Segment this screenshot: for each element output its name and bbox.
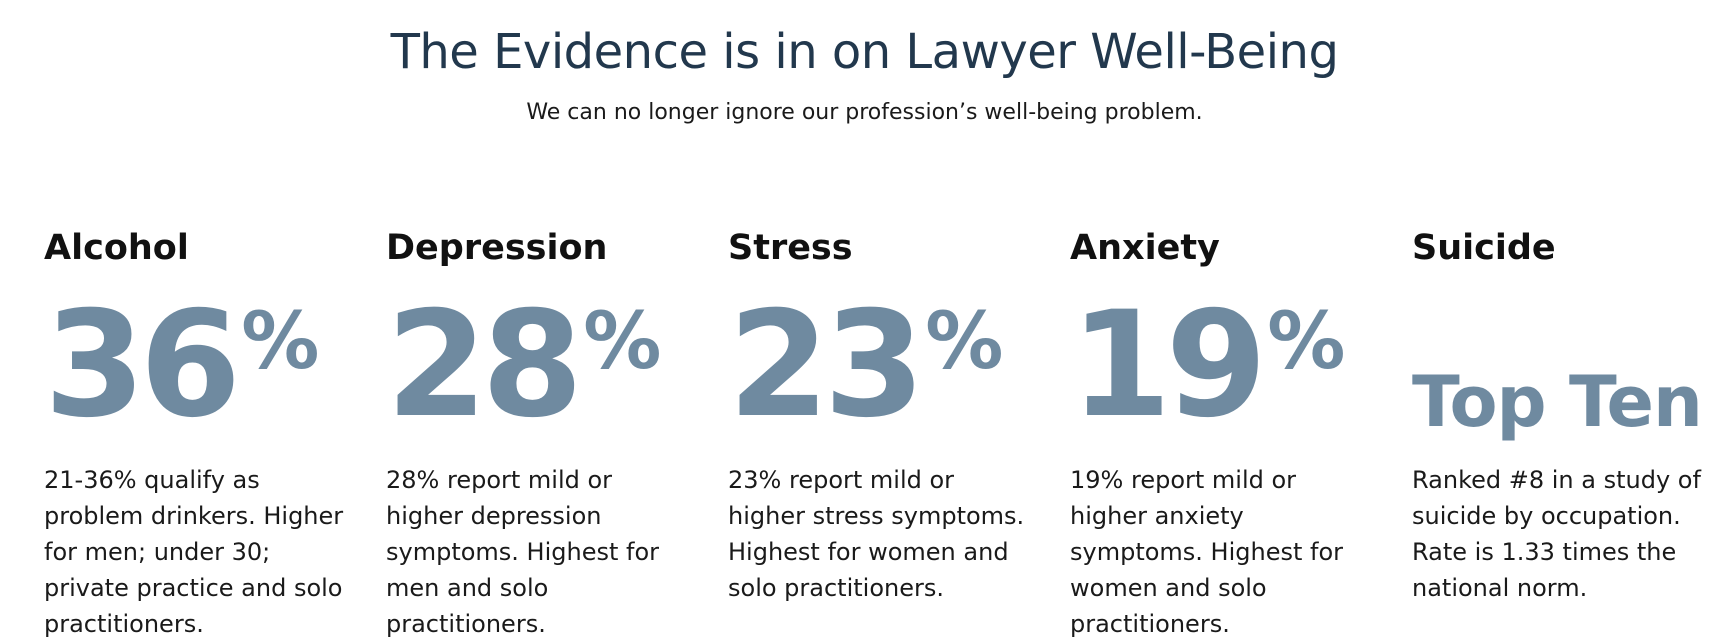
stats-row: Alcohol 36% 21-36% qualify as problem dr… (44, 0, 1729, 638)
stat-label: Suicide (1412, 228, 1556, 268)
stat-number: 28 (386, 280, 583, 450)
stat-column-alcohol: Alcohol 36% 21-36% qualify as problem dr… (44, 0, 364, 638)
stat-column-suicide: Suicide Top Ten Ranked #8 in a study of … (1412, 0, 1729, 613)
percent-sign: % (1267, 297, 1346, 387)
stat-description: Ranked #8 in a study of suicide by occup… (1412, 466, 1701, 602)
stat-label: Anxiety (1070, 228, 1220, 268)
stat-label: Alcohol (44, 228, 189, 268)
stat-headline: Top Ten (1412, 361, 1703, 443)
stat-figure: 36% (44, 290, 319, 440)
page-subtitle: We can no longer ignore our profession’s… (526, 100, 1203, 125)
percent-sign: % (241, 297, 320, 387)
stat-column-stress: Stress 23% 23% report mild or higher str… (728, 0, 1048, 613)
stat-number: 23 (728, 280, 925, 450)
percent-sign: % (925, 297, 1004, 387)
stat-description: 21-36% qualify as problem drinkers. High… (44, 466, 344, 638)
stat-label: Depression (386, 228, 608, 268)
stat-number: 19 (1070, 280, 1267, 450)
stat-column-depression: Depression 28% 28% report mild or higher… (386, 0, 706, 638)
page-title: The Evidence is in on Lawyer Well-Being (390, 24, 1339, 80)
stat-figure: 19% (1070, 290, 1345, 440)
percent-sign: % (583, 297, 662, 387)
stat-description: 28% report mild or higher depression sym… (386, 466, 660, 638)
stat-description: 19% report mild or higher anxiety sympto… (1070, 466, 1344, 638)
stat-number: 36 (44, 280, 241, 450)
stat-figure: 23% (728, 290, 1003, 440)
stat-description: 23% report mild or higher stress symptom… (728, 466, 1025, 602)
stat-figure: 28% (386, 290, 661, 440)
stat-label: Stress (728, 228, 853, 268)
stat-column-anxiety: Anxiety 19% 19% report mild or higher an… (1070, 0, 1390, 638)
